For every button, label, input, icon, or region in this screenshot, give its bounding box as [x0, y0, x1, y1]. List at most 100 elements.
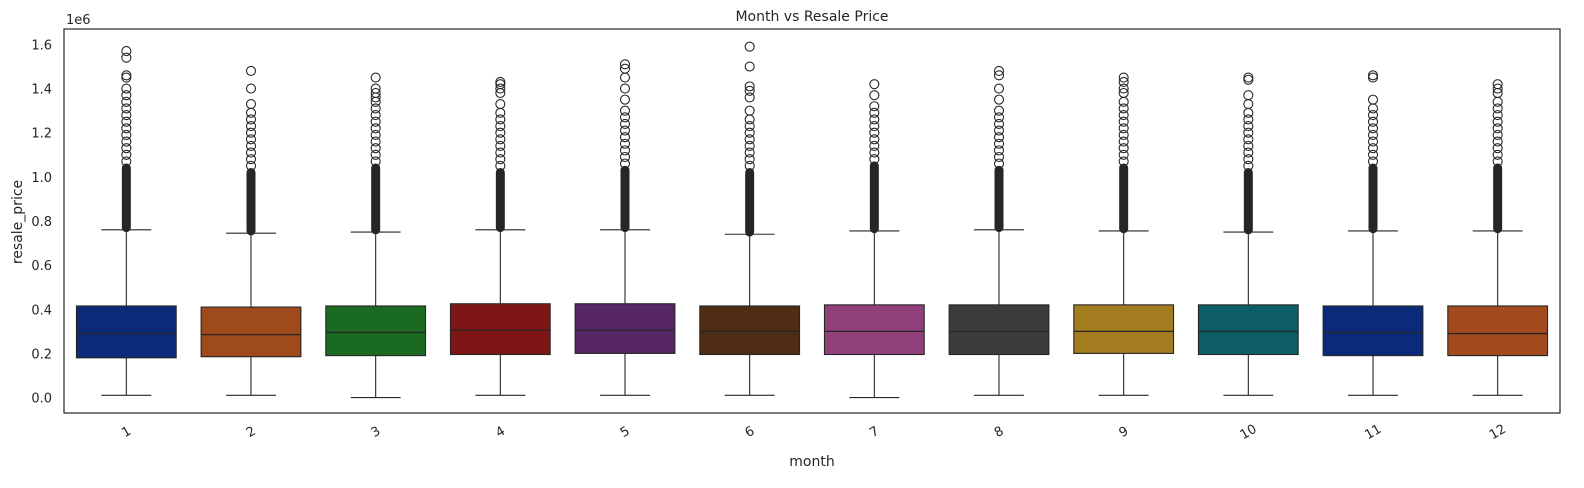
outlier-point	[1243, 160, 1254, 171]
outlier-point	[1367, 143, 1379, 154]
outlier-point	[1367, 156, 1379, 167]
outlier-point	[1243, 90, 1254, 101]
outlier-point	[619, 83, 631, 94]
outlier-point	[1243, 72, 1254, 83]
box-iqr	[200, 306, 302, 358]
box-group	[449, 76, 551, 396]
outlier-point	[869, 134, 880, 145]
axis-ticks: 0.00.20.40.60.81.01.21.41.61 2 3 4 5 6 7 8 9 10 11…	[31, 38, 1509, 443]
outlier-point	[1118, 72, 1129, 83]
y-tick-label: 0.8	[31, 215, 52, 230]
outlier-point	[744, 134, 755, 145]
outlier-point	[993, 112, 1005, 123]
outlier-point	[121, 103, 132, 114]
outlier-point	[1492, 136, 1503, 147]
outlier-dense-band	[495, 167, 505, 233]
outlier-point	[121, 156, 132, 167]
box-group	[948, 65, 1050, 396]
outlier-point	[1118, 129, 1129, 140]
outlier-point	[869, 140, 880, 152]
outlier-point	[370, 87, 381, 99]
outlier-point	[619, 112, 631, 123]
x-tick-label: 9	[1117, 424, 1132, 441]
outlier-point	[370, 129, 381, 140]
outlier-point	[869, 127, 880, 138]
outlier-point	[1492, 96, 1503, 107]
y-tick-label: 0.0	[31, 392, 52, 407]
outlier-dense-band	[1119, 163, 1129, 234]
y-tick-label: 1.6	[31, 38, 52, 53]
outlier-point	[1367, 116, 1379, 127]
outlier-point	[1243, 140, 1254, 152]
outlier-point	[619, 151, 631, 163]
outlier-point	[245, 65, 257, 76]
outlier-point	[370, 83, 381, 94]
y-tick-label: 1.2	[31, 127, 52, 142]
y-tick-label: 1.4	[31, 83, 52, 98]
outlier-point	[245, 121, 257, 132]
y-tick-label: 0.4	[31, 303, 52, 318]
outlier-point	[370, 149, 381, 160]
outlier-point	[370, 116, 381, 127]
box-iqr	[1073, 304, 1175, 354]
outlier-point	[370, 136, 381, 147]
outlier-point	[1492, 123, 1503, 134]
outlier-dense-band	[994, 165, 1004, 233]
box-group	[1073, 72, 1175, 396]
box-iqr	[449, 303, 551, 356]
outlier-dense-band	[745, 167, 755, 237]
outlier-point	[993, 83, 1005, 94]
outlier-point	[245, 160, 257, 171]
outlier-point	[1243, 127, 1254, 138]
outlier-point	[370, 110, 381, 121]
outlier-point	[619, 145, 631, 156]
outlier-point	[1118, 83, 1129, 94]
outlier-point	[495, 147, 506, 158]
box-group	[1197, 72, 1299, 396]
outlier-point	[619, 59, 631, 70]
outlier-point	[744, 81, 755, 92]
outlier-point	[1118, 116, 1129, 127]
outlier-point	[1367, 123, 1379, 134]
outlier-point	[1243, 98, 1254, 110]
outlier-point	[495, 76, 506, 88]
x-tick-label: 6	[743, 424, 758, 441]
box-group	[75, 46, 177, 396]
outlier-point	[495, 140, 506, 152]
outlier-point	[121, 70, 132, 81]
outlier-point	[869, 154, 880, 165]
outlier-point	[370, 156, 381, 167]
x-tick-label: 8	[992, 424, 1007, 441]
outlier-point	[245, 83, 257, 94]
box-group	[574, 59, 676, 396]
outlier-point	[495, 98, 506, 110]
outlier-point	[121, 129, 132, 140]
box-iqr	[948, 304, 1050, 356]
outlier-point	[495, 114, 506, 125]
outlier-point	[121, 83, 132, 94]
outlier-point	[744, 85, 755, 96]
box-iqr	[1322, 305, 1424, 357]
y-tick-label: 0.2	[31, 347, 52, 362]
outlier-dense-band	[1243, 167, 1253, 235]
outlier-point	[495, 121, 506, 132]
x-tick-label: 4	[493, 424, 508, 441]
outlier-point	[121, 72, 132, 83]
outlier-point	[121, 149, 132, 160]
outlier-point	[1492, 116, 1503, 127]
outlier-dense-band	[869, 161, 879, 234]
box-iqr	[1447, 305, 1549, 357]
outlier-point	[1243, 134, 1254, 145]
outlier-point	[245, 127, 257, 138]
outlier-point	[619, 158, 631, 169]
box-iqr	[75, 305, 177, 359]
outlier-point	[1243, 147, 1254, 158]
outlier-point	[495, 134, 506, 145]
box-iqr	[699, 305, 801, 356]
outlier-point	[495, 83, 506, 94]
outlier-dense-band	[1368, 163, 1378, 234]
outlier-dense-band	[620, 165, 630, 233]
box-iqr	[823, 304, 925, 356]
outlier-point	[245, 147, 257, 158]
outlier-point	[869, 79, 880, 90]
